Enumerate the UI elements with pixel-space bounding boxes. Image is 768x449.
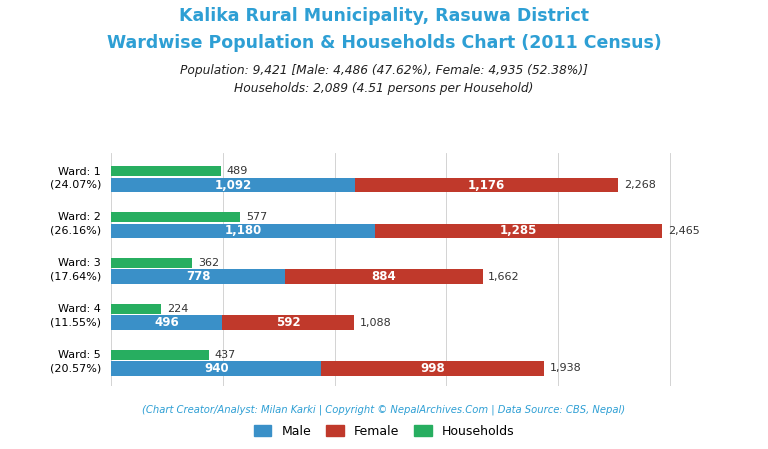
Text: 778: 778 (186, 270, 210, 283)
Bar (111, 349, 209, 360)
Bar (111, 315, 222, 330)
Text: 1,180: 1,180 (224, 224, 262, 238)
Bar (111, 304, 161, 314)
Text: 1,176: 1,176 (468, 179, 505, 192)
Text: 1,938: 1,938 (550, 363, 581, 373)
Legend: Male, Female, Households: Male, Female, Households (249, 420, 519, 443)
Bar (111, 178, 356, 193)
Text: Population: 9,421 [Male: 4,486 (47.62%), Female: 4,935 (52.38%)]: Population: 9,421 [Male: 4,486 (47.62%),… (180, 64, 588, 77)
Text: 1,092: 1,092 (215, 179, 252, 192)
Bar (111, 361, 321, 376)
Bar (356, 178, 618, 193)
Text: 496: 496 (154, 316, 179, 329)
Bar (111, 258, 192, 268)
Text: (Chart Creator/Analyst: Milan Karki | Copyright © NepalArchives.Com | Data Sourc: (Chart Creator/Analyst: Milan Karki | Co… (142, 405, 626, 415)
Text: 1,285: 1,285 (500, 224, 538, 238)
Bar (111, 269, 285, 284)
Bar (111, 224, 375, 238)
Text: 2,465: 2,465 (667, 226, 700, 236)
Text: Wardwise Population & Households Chart (2011 Census): Wardwise Population & Households Chart (… (107, 34, 661, 52)
Text: 1,662: 1,662 (488, 272, 520, 282)
Text: 2,268: 2,268 (624, 180, 656, 190)
Bar (321, 361, 545, 376)
Text: 592: 592 (276, 316, 300, 329)
Text: 489: 489 (227, 167, 247, 176)
Text: 998: 998 (421, 362, 445, 375)
Text: Kalika Rural Municipality, Rasuwa District: Kalika Rural Municipality, Rasuwa Distri… (179, 7, 589, 25)
Text: Households: 2,089 (4.51 persons per Household): Households: 2,089 (4.51 persons per Hous… (234, 82, 534, 95)
Text: 362: 362 (198, 258, 219, 268)
Text: 224: 224 (167, 304, 188, 314)
Text: 577: 577 (246, 212, 267, 222)
Bar (111, 212, 240, 222)
Bar (285, 269, 482, 284)
Text: 884: 884 (372, 270, 396, 283)
Bar (375, 224, 662, 238)
Bar (222, 315, 355, 330)
Text: 1,088: 1,088 (360, 317, 392, 327)
Text: 940: 940 (204, 362, 229, 375)
Bar (111, 167, 220, 176)
Text: 437: 437 (214, 350, 236, 360)
